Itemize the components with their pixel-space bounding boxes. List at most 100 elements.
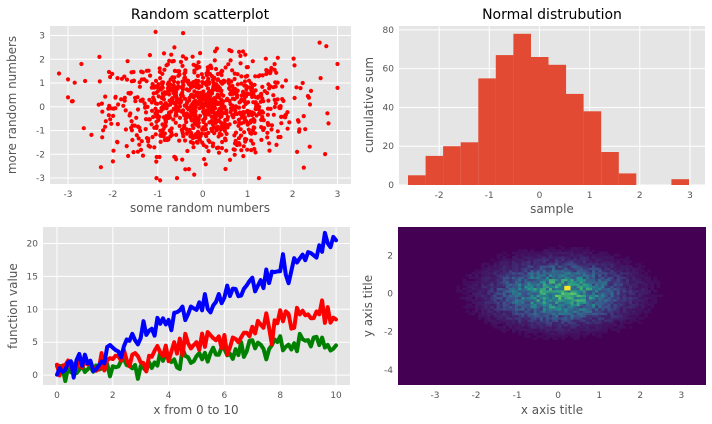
heatmap-cell	[545, 271, 550, 275]
heatmap-cell	[576, 247, 581, 250]
heatmap-cell	[604, 296, 608, 300]
heatmap-cell	[536, 330, 541, 334]
heatmap-cell	[616, 269, 621, 273]
heatmap-cell	[582, 280, 587, 284]
heatmap-cell	[499, 310, 504, 313]
scatter-point	[115, 122, 120, 127]
heatmap-cell	[555, 289, 559, 293]
heatmap-cell	[573, 276, 578, 280]
scatter-point	[204, 73, 209, 78]
heatmap-cell	[530, 267, 534, 271]
heatmap-cell	[604, 285, 608, 289]
heatmap-cell	[604, 299, 608, 302]
heatmap-cell	[481, 310, 485, 313]
heatmap-cell	[512, 305, 516, 309]
heatmap-cell	[619, 319, 624, 322]
scatter-point	[194, 93, 199, 98]
heatmap-cell	[558, 296, 562, 300]
scatter-point	[172, 45, 177, 50]
heatmap-cell	[622, 258, 627, 261]
heatmap-cell	[564, 323, 568, 327]
heatmap-cell	[524, 326, 528, 329]
heatmap-cell	[625, 278, 630, 282]
heatmap-cell	[545, 267, 550, 271]
heatmap-cell	[647, 283, 651, 286]
heatmap-cell	[462, 280, 467, 284]
heatmap-cell	[545, 253, 550, 257]
heatmap-cell	[622, 278, 627, 282]
heatmap-cell	[502, 317, 507, 320]
heatmap-cell	[613, 314, 618, 318]
heatmap-cell	[539, 292, 544, 295]
scatter-point	[241, 154, 246, 159]
scatter-point	[191, 95, 196, 100]
heatmap-cell	[530, 330, 534, 334]
scatter-point	[264, 68, 269, 73]
heatmap-cell	[598, 289, 602, 293]
heatmap-cell	[589, 265, 593, 268]
heatmap-cell	[518, 262, 522, 266]
heatmap-cell	[530, 305, 534, 309]
scatter-point	[222, 79, 227, 84]
heatmap-cell	[496, 269, 501, 273]
heatmap-cell	[625, 274, 630, 277]
heatmap-cell	[561, 308, 565, 311]
heatmap-cell	[579, 258, 584, 261]
heatmap-cell	[508, 258, 513, 261]
heatmap-cell	[564, 289, 568, 293]
heatmap-cell	[490, 314, 494, 318]
heatmap-cell	[468, 274, 473, 277]
heatmap-cell	[570, 251, 574, 255]
line-y-label: function value	[6, 263, 20, 349]
heatmap-cell	[533, 287, 537, 291]
heatmap-cell	[515, 258, 519, 261]
heatmap-cell	[576, 323, 581, 327]
heatmap-cell	[607, 285, 611, 289]
heatmap-cell	[641, 276, 645, 280]
heatmap-cell	[564, 265, 568, 268]
heatmap-cell	[635, 278, 639, 282]
heatmap-cell	[508, 262, 513, 266]
heatmap-cell	[536, 312, 541, 316]
scatter-point	[193, 109, 198, 114]
scatter-point	[110, 71, 115, 76]
heatmap-cell	[555, 256, 559, 259]
heatmap-cell	[622, 308, 627, 311]
heatmap-cell	[567, 249, 571, 252]
heatmap-cell	[564, 274, 568, 277]
heatmap-cell	[570, 330, 574, 334]
scatter-x-ticks: -3 -2 -1 0 1 2 3	[63, 190, 340, 200]
heatmap-cell	[644, 287, 648, 291]
heatmap-x-ticks: -3 -2 -1 0 1 2 3	[430, 391, 684, 401]
heatmap-cell	[564, 292, 568, 295]
heatmap-cell	[629, 287, 633, 291]
scatter-point	[253, 150, 258, 155]
heatmap-cell	[471, 287, 476, 291]
heatmap-cell	[564, 253, 568, 257]
scatter-point	[198, 51, 203, 56]
heatmap-cell	[573, 299, 578, 302]
heatmap-cell	[533, 303, 537, 307]
heatmap-cell	[465, 299, 470, 302]
heatmap-cell	[573, 310, 578, 313]
heatmap-cell	[487, 289, 491, 293]
heatmap-cell	[610, 283, 614, 286]
heatmap-cell	[521, 278, 525, 282]
heatmap-cell	[567, 294, 571, 298]
heatmap-cell	[619, 294, 624, 298]
heatmap-cell	[601, 283, 605, 286]
heatmap-cell	[552, 308, 556, 311]
heatmap-cell	[585, 283, 590, 286]
scatter-point	[207, 99, 212, 104]
heatmap-cell	[592, 314, 596, 318]
heatmap-cell	[592, 271, 596, 275]
heatmap-cell	[530, 249, 534, 252]
heatmap-cell	[601, 271, 605, 275]
heatmap-cell	[542, 314, 547, 318]
heatmap-cell	[610, 310, 614, 313]
scatter-point	[272, 97, 277, 102]
heatmap-cell	[598, 251, 602, 255]
heatmap-cell	[632, 278, 636, 282]
scatter-point	[325, 111, 330, 116]
